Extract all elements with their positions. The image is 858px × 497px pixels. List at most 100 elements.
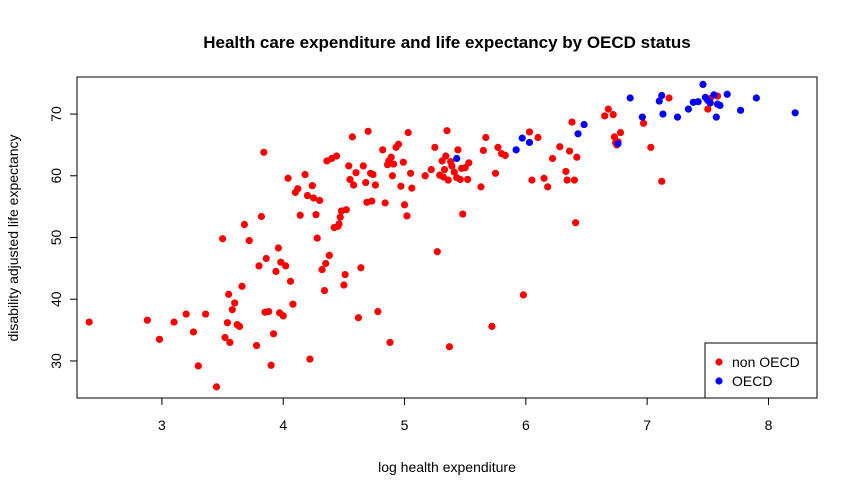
point-non-oecd — [345, 162, 353, 170]
point-non-oecd — [604, 105, 612, 113]
point-oecd — [673, 113, 682, 121]
point-non-oecd — [534, 133, 542, 142]
point-non-oecd — [427, 165, 435, 174]
point-non-oecd — [228, 306, 236, 314]
point-non-oecd — [235, 322, 244, 330]
x-tick-label: 4 — [279, 417, 287, 433]
point-non-oecd — [525, 128, 534, 136]
point-non-oecd — [388, 172, 397, 180]
point-non-oecd — [639, 119, 648, 127]
point-non-oecd — [368, 197, 376, 205]
point-non-oecd — [282, 262, 290, 270]
y-tick-label: 40 — [48, 291, 64, 307]
point-non-oecd — [540, 174, 548, 182]
point-oecd — [453, 154, 461, 163]
point-non-oecd — [223, 319, 232, 327]
point-oecd — [752, 94, 760, 102]
point-non-oecd — [573, 153, 581, 161]
point-oecd — [655, 97, 663, 105]
point-non-oecd — [269, 330, 278, 338]
point-non-oecd — [386, 338, 394, 347]
point-non-oecd — [431, 143, 439, 151]
point-non-oecd — [336, 213, 344, 221]
point-non-oecd — [647, 143, 655, 151]
point-oecd — [716, 101, 724, 109]
point-non-oecd — [316, 196, 324, 205]
point-non-oecd — [262, 254, 270, 263]
point-non-oecd — [238, 282, 246, 290]
point-non-oecd — [218, 235, 227, 243]
point-non-oecd — [563, 176, 571, 184]
point-non-oecd — [665, 94, 673, 102]
point-non-oecd — [443, 127, 451, 135]
point-non-oecd — [609, 111, 617, 119]
point-non-oecd — [570, 176, 578, 184]
point-non-oecd — [477, 183, 485, 191]
point-non-oecd — [374, 307, 382, 316]
point-non-oecd — [519, 291, 528, 299]
point-non-oecd — [301, 170, 309, 179]
point-non-oecd — [704, 105, 712, 113]
point-non-oecd — [221, 333, 229, 342]
point-non-oecd — [465, 159, 473, 167]
point-non-oecd — [571, 219, 580, 227]
point-non-oecd — [294, 185, 302, 193]
point-non-oecd — [456, 175, 464, 184]
legend-label-oecd: OECD — [732, 373, 772, 389]
point-non-oecd — [438, 157, 446, 165]
point-oecd — [684, 105, 693, 113]
point-non-oecd — [354, 314, 363, 322]
point-oecd — [626, 94, 634, 102]
point-oecd — [512, 146, 520, 154]
point-non-oecd — [265, 307, 273, 316]
point-non-oecd — [260, 148, 268, 156]
point-non-oecd — [284, 174, 292, 182]
point-non-oecd — [403, 212, 411, 220]
point-non-oecd — [359, 162, 367, 170]
point-non-oecd — [394, 140, 403, 148]
point-non-oecd — [501, 151, 509, 159]
legend: non OECD OECD — [704, 342, 818, 399]
point-non-oecd — [568, 118, 576, 126]
point-non-oecd — [325, 251, 333, 260]
point-non-oecd — [454, 146, 462, 154]
point-non-oecd — [482, 133, 490, 142]
point-non-oecd — [352, 169, 360, 177]
point-non-oecd — [565, 147, 574, 155]
point-non-oecd — [404, 128, 412, 137]
point-non-oecd — [231, 299, 239, 307]
point-non-oecd — [433, 248, 441, 256]
point-oecd — [723, 90, 731, 98]
point-non-oecd — [562, 167, 570, 176]
point-non-oecd — [85, 318, 93, 326]
point-non-oecd — [369, 170, 377, 179]
point-non-oecd — [421, 172, 429, 180]
point-non-oecd — [459, 210, 467, 218]
y-tick-label: 60 — [48, 168, 64, 184]
point-non-oecd — [257, 212, 265, 221]
point-non-oecd — [170, 318, 178, 326]
point-non-oecd — [308, 182, 316, 190]
x-tick-label: 6 — [522, 417, 530, 433]
y-tick-label: 50 — [48, 230, 64, 246]
point-non-oecd — [194, 362, 202, 370]
point-non-oecd — [397, 182, 405, 190]
legend-marker-oecd — [715, 377, 723, 385]
point-oecd — [712, 113, 720, 121]
point-non-oecd — [286, 277, 295, 285]
y-axis-label: disability adjusted life expectancy — [5, 134, 21, 341]
point-non-oecd — [371, 181, 380, 189]
point-non-oecd — [225, 290, 233, 298]
point-non-oecd — [143, 316, 151, 324]
point-non-oecd — [528, 176, 536, 184]
point-non-oecd — [274, 244, 282, 252]
point-non-oecd — [491, 169, 500, 177]
point-non-oecd — [408, 184, 416, 192]
point-non-oecd — [399, 158, 407, 166]
x-tick-label: 7 — [643, 417, 651, 433]
point-non-oecd — [240, 220, 249, 229]
point-non-oecd — [440, 165, 449, 174]
point-oecd — [518, 134, 526, 142]
point-non-oecd — [442, 152, 450, 160]
